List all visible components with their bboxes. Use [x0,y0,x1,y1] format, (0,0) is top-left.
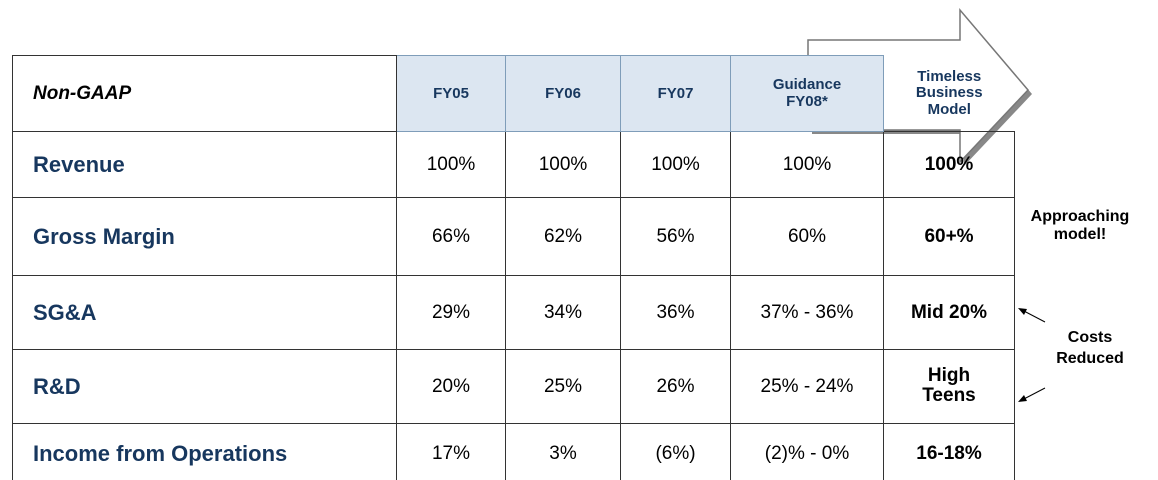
table-cell: 20% [396,349,506,424]
cell-text: 60% [787,225,827,247]
table-cell: 36% [620,275,731,350]
table-cell: Non-GAAP [12,55,397,132]
pointer [1021,309,1046,323]
table-row: Revenue 100% 100% 100% 100% 100% [12,131,1015,198]
cell-text: 36% [656,301,695,323]
cell-text: 100% [426,153,476,175]
cell-text: SG&A [33,299,97,325]
cell-text: 60+% [924,225,974,247]
table-cell: FY05 [396,55,506,132]
cell-text: 34% [543,301,583,323]
table-cell: 25% [505,349,621,424]
pointer-head [1018,395,1027,402]
table-cell: Gross Margin [12,197,397,276]
table-cell: Timeless Business Model [884,56,1015,132]
table-cell: 60+% [883,197,1015,276]
table-cell: R&D [12,349,397,424]
table-cell: Mid 20% [883,275,1015,350]
table-cell: 34% [505,275,621,350]
table-cell: Guidance FY08* [730,55,884,132]
table-cell: 25% - 24% [730,349,884,424]
cell-text: 100% [651,153,700,175]
table-cell: 100% [505,131,621,198]
table-cell: 100% [730,131,884,198]
table-row: Income from Operations 17% 3% (6%) (2)% - 0%… [12,423,1015,480]
table-cell: 100% [396,131,506,198]
cell-text: FY06 [545,85,581,102]
cell-text: FY05 [433,85,469,102]
cell-text: Mid 20% [910,301,988,323]
cell-text: 17% [431,443,471,464]
table-cell: 60% [730,197,884,276]
note: Costs Reduced [1056,329,1124,367]
table-cell: FY06 [505,55,621,132]
table-cell: Revenue [12,131,397,198]
cell-text: 100% [782,153,832,175]
table-row: SG&A 29% 34% 36% 37% - 36% Mid 20% [12,275,1015,350]
table-cell: 16-18% [883,423,1015,480]
table-cell: 29% [396,275,506,350]
table-cell: High Teens [883,349,1015,424]
table-cell: 100% [883,131,1015,198]
header-row: Non-GAAP FY05 FY06 FY07 Guidance FY08* Timele… [12,55,1015,132]
table-row: Gross Margin 66% 62% 56% 60% 60+% [12,197,1015,276]
table-cell: 56% [620,197,731,276]
cell-text: Guidance FY08* [772,76,842,110]
cell-text: 56% [656,225,695,247]
pointer [1021,387,1046,401]
cell-text: 37% - 36% [760,301,854,323]
cell-text: 66% [431,225,471,247]
table-cell: (6%) [620,423,731,480]
cell-text: 26% [656,375,695,397]
cell-text: 25% - 24% [760,375,854,397]
cell-text: (2)% - 0% [764,443,850,464]
table-cell: 17% [396,423,506,480]
cell-text: Revenue [33,151,125,177]
table-row: R&D 20% 25% 26% 25% - 24% High Teens [12,349,1015,424]
cell-text: Non-GAAP [33,82,132,104]
cell-text: High Teens [922,364,976,407]
cell-text: 20% [431,375,471,397]
table-cell: 37% - 36% [730,275,884,350]
table-cell: 66% [396,197,506,276]
table-cell: Income from Operations [12,423,397,480]
cell-text: Timeless Business Model [915,67,983,118]
table: Non-GAAP FY05 FY06 FY07 Guidance FY08* Timele… [12,55,1015,480]
cell-text: 62% [543,225,583,247]
pointer-head [1018,308,1027,315]
cell-text: 100% [538,153,588,175]
cell-text: R&D [33,373,81,399]
cell-text: 16-18% [916,443,982,464]
table-cell: 26% [620,349,731,424]
cell-text: FY07 [657,85,694,102]
cell-text: 100% [924,153,974,175]
cell-text: Income from Operations [33,441,288,466]
cell-text: 3% [549,443,577,464]
table-cell: 62% [505,197,621,276]
table-cell: FY07 [620,55,731,132]
cell-text: 25% [543,375,583,397]
cell-text: (6%) [655,443,696,464]
table-cell: 100% [620,131,731,198]
table-cell: SG&A [12,275,397,350]
cell-text: 29% [431,301,471,323]
table-cell: 3% [505,423,621,480]
table-cell: (2)% - 0% [730,423,884,480]
cell-text: Gross Margin [33,223,175,249]
note: Approaching model! [1030,208,1130,243]
